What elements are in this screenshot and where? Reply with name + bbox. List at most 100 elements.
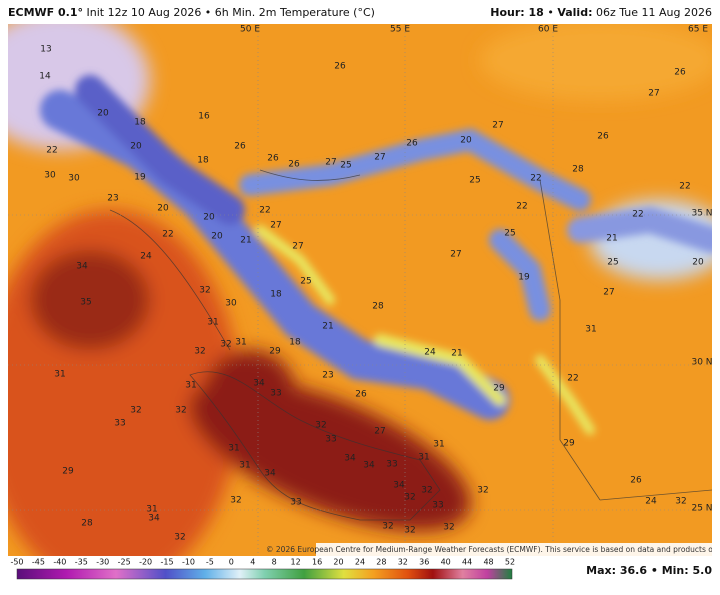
temperature-label: 31: [239, 461, 250, 471]
colorbar-tick-label: 40: [441, 558, 451, 567]
temperature-label: 31: [235, 338, 246, 348]
temperature-label: 32: [220, 340, 231, 350]
min-label: Min:: [662, 564, 689, 577]
temperature-label: 27: [374, 427, 385, 437]
colorbar-tick-label: -15: [161, 558, 174, 567]
temperature-label: 26: [234, 142, 246, 152]
sep: •: [651, 564, 658, 577]
colorbar-tick-label: 28: [376, 558, 386, 567]
max: 36.6: [620, 564, 647, 577]
copyright: © 2026 European Centre for Medium-Range …: [266, 545, 720, 554]
temperature-label: 22: [259, 206, 270, 216]
temperature-label: 19: [518, 273, 530, 283]
colorbar-tick-label: 44: [462, 558, 472, 567]
colorbar-tick-label: -5: [206, 558, 214, 567]
colorbar-tick-label: 24: [355, 558, 365, 567]
temperature-label: 32: [382, 522, 393, 532]
meridian-label: 55 E: [390, 25, 410, 35]
meridian-label: 65 E: [688, 25, 708, 35]
temperature-label: 31: [54, 370, 65, 380]
temperature-label: 33: [114, 419, 125, 429]
parallel-label: 25 N: [691, 504, 712, 514]
temperature-label: 24: [645, 497, 657, 507]
temperature-label: 18: [134, 118, 146, 128]
temperature-label: 34: [253, 379, 265, 389]
temperature-label: 26: [406, 139, 418, 149]
temperature-label: 22: [530, 174, 541, 184]
temperature-label: 29: [563, 439, 575, 449]
temperature-label: 20: [203, 213, 215, 223]
temperature-label: 23: [107, 194, 118, 204]
temperature-label: 20: [130, 142, 142, 152]
model: ECMWF 0.1°: [8, 6, 83, 19]
temperature-label: 22: [567, 374, 578, 384]
temperature-label: 22: [516, 202, 527, 212]
temperature-label: 33: [290, 498, 301, 508]
temperature-label: 27: [603, 288, 614, 298]
max-label: Max:: [586, 564, 616, 577]
temperature-label: 22: [162, 230, 173, 240]
temperature-label: 28: [372, 302, 384, 312]
graticule: [8, 24, 712, 556]
colorbar-ticks: -50 -45 -40 -35 -30 -25 -20 -15 -10 -5 0 4 8 12 16 20 24…: [10, 558, 515, 567]
temperature-label: 31: [418, 453, 429, 463]
temperature-label: 32: [194, 347, 205, 357]
header-bar: [0, 0, 720, 24]
colorbar-tick-label: 48: [483, 558, 493, 567]
meridian-label: 50 E: [240, 25, 260, 35]
temperature-label: 33: [432, 501, 443, 511]
min: 5.0: [693, 564, 713, 577]
temperature-label: 19: [134, 173, 146, 183]
temperature-label: 27: [450, 250, 461, 260]
temperature-label: 31: [146, 505, 157, 515]
temperature-label: 27: [374, 153, 385, 163]
temperature-label: 26: [597, 132, 609, 142]
temperature-label: 32: [130, 406, 141, 416]
temperature-label: 26: [630, 476, 642, 486]
temperature-label: 25: [340, 161, 351, 171]
colorbar-tick-label: -30: [96, 558, 109, 567]
hour: Hour: 18: [490, 6, 544, 19]
temperature-label: 20: [692, 258, 704, 268]
temperature-label: 27: [648, 89, 659, 99]
temperature-label: 20: [211, 232, 223, 242]
temperature-label: 30: [68, 174, 80, 184]
sep: •: [547, 6, 554, 19]
colorbar-tick-label: -10: [182, 558, 195, 567]
colorbar-tick-label: 36: [419, 558, 429, 567]
temperature-label: 32: [404, 493, 415, 503]
temperature-label: 32: [199, 286, 210, 296]
temperature-label: 13: [40, 45, 51, 55]
temperature-label: 24: [140, 252, 152, 262]
temperature-label: 26: [334, 62, 346, 72]
temperature-label: 20: [157, 204, 169, 214]
temperature-label: 25: [469, 176, 480, 186]
temperature-label: 25: [300, 277, 311, 287]
temperature-label: 21: [322, 322, 333, 332]
temperature-label: 32: [230, 496, 241, 506]
init: Init 12z 10 Aug 2026 • 6h Min. 2m Temper…: [87, 6, 375, 19]
meridian-label: 60 E: [538, 25, 558, 35]
temperature-label: 31: [185, 381, 196, 391]
temperature-label: 32: [477, 486, 488, 496]
map: 13 14 20 18 16 22 20 19 18 26 26 26 27 25 27 26 20 27 26 27…: [8, 24, 720, 556]
map-labels: 13 14 20 18 16 22 20 19 18 26 26 26 27 25 27 26 20 27 26 27…: [39, 25, 712, 543]
temperature-label: 29: [493, 384, 505, 394]
temperature-label: 14: [39, 72, 51, 82]
colorbar-tick-label: 32: [398, 558, 408, 567]
temperature-label: 30: [225, 299, 237, 309]
temperature-label: 29: [62, 467, 74, 477]
valid-time: Hour: 18 • Valid: 06z Tue 11 Aug 2026: [490, 6, 712, 19]
temperature-label: 22: [679, 182, 690, 192]
temperature-label: 34: [148, 514, 160, 524]
temperature-label: 25: [607, 258, 618, 268]
boundaries: [109, 169, 712, 521]
temperature-label: 33: [270, 389, 281, 399]
temperature-label: 21: [240, 236, 251, 246]
colorbar-tick-label: 0: [229, 558, 234, 567]
temperature-label: 32: [174, 533, 185, 543]
colorbar-tick-label: -40: [53, 558, 66, 567]
colorbar-tick-label: 12: [291, 558, 301, 567]
parallel-label: 35 N: [691, 209, 712, 219]
